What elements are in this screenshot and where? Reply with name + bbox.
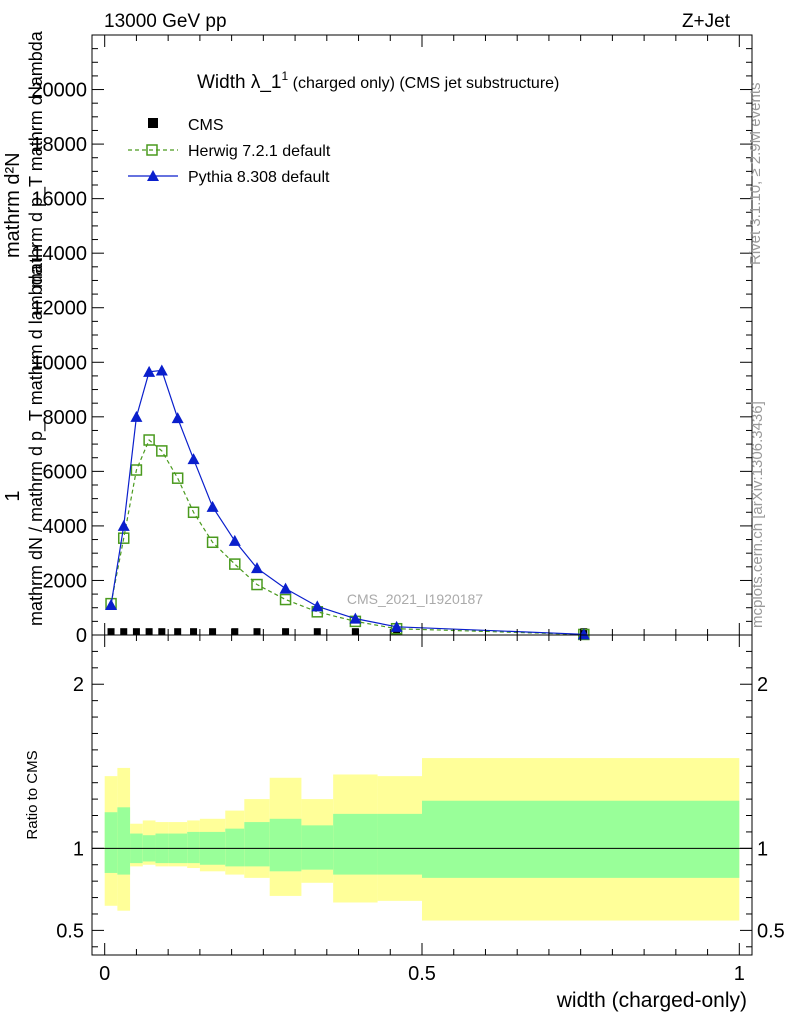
y-label-part-2: mathrm dN / mathrm d p_T mathrm d lambda xyxy=(26,264,47,626)
herwig-data-point xyxy=(229,558,241,570)
cms-data-point xyxy=(313,628,321,636)
y-tick-label: 10000 xyxy=(31,352,87,374)
side-label-rivet: Rivet 3.1.10, ≥ 2.9M events xyxy=(747,83,764,266)
pythia-data-point xyxy=(155,364,168,376)
y-tick-label: 14000 xyxy=(31,243,87,265)
legend-pythia-label: Pythia 8.308 default xyxy=(188,169,330,186)
chart-title-rest: (charged only) (CMS jet substructure) xyxy=(288,75,559,92)
ratio-green-band-bin xyxy=(104,812,118,873)
chart-title-sup: 1 xyxy=(281,69,288,83)
ratio-panel: 0 0.5 1 0.5 0.5 1 1 2 2 xyxy=(56,634,785,985)
cms-data-point xyxy=(120,628,128,636)
ratio-y-tick-label: 2 xyxy=(73,674,84,696)
chart-title-main: Width λ_1 xyxy=(197,72,281,93)
pythia-data-point xyxy=(390,620,403,632)
cms-data-point xyxy=(190,628,198,636)
cms-data-point xyxy=(253,628,261,636)
ratio-green-band-bin xyxy=(225,828,245,867)
pythia-data-point xyxy=(228,534,241,546)
pythia-data-point xyxy=(206,500,219,512)
herwig-data-point xyxy=(117,532,130,544)
legend-cms-marker xyxy=(148,118,158,128)
herwig-data-point xyxy=(206,536,219,549)
herwig-data-point xyxy=(130,464,143,476)
ratio-green-band-bin xyxy=(117,807,131,875)
y-tick-label: 2000 xyxy=(43,570,88,592)
pythia-data-point xyxy=(171,412,184,424)
cms-data-point xyxy=(107,628,115,636)
herwig-data-point xyxy=(156,445,168,457)
ratio-green-band-bin xyxy=(377,813,422,875)
pythia-data-point xyxy=(143,365,156,377)
x-axis-label: width (charged-only) xyxy=(556,989,747,1012)
ratio-green-band-bin xyxy=(422,800,740,878)
herwig-series-line xyxy=(110,439,584,636)
herwig-data-point xyxy=(171,472,184,484)
legend-herwig-marker xyxy=(146,144,158,156)
side-label-mcplots: mcplots.cern.ch [arXiv:1306.3436] xyxy=(749,401,766,628)
ratio-green-band-bin xyxy=(187,831,200,864)
y-label-part-3: mathrm d²N xyxy=(2,152,24,258)
legend: CMS Herwig 7.2.1 default Pythia 8.308 de… xyxy=(128,117,331,186)
cms-data-point xyxy=(231,628,239,636)
y-label-part-4: mathrm d p_T mathrm d lambda xyxy=(26,30,47,288)
herwig-data-point xyxy=(279,593,292,606)
ratio-green-band-bin xyxy=(269,818,302,872)
header-left: 13000 GeV pp xyxy=(104,11,227,32)
pythia-data-point xyxy=(117,519,130,531)
pythia-data-point xyxy=(130,410,143,422)
x-tick-label: 0 xyxy=(99,963,110,985)
cms-data-point xyxy=(209,628,217,636)
y-axis-label-ratio: Ratio to CMS xyxy=(24,750,41,839)
cms-data-point xyxy=(158,628,166,636)
ratio-y-tick-label-right: 1 xyxy=(757,838,768,860)
header-right: Z+Jet xyxy=(682,11,731,32)
ratio-y-tick-label-right: 2 xyxy=(757,674,768,696)
y-tick-label: 16000 xyxy=(31,189,87,211)
herwig-data-point xyxy=(251,578,263,591)
cms-data-point xyxy=(145,628,153,636)
chart-title: Width λ_11 (charged only) (CMS jet subst… xyxy=(197,69,559,93)
pythia-data-point xyxy=(311,600,324,612)
ratio-y-tick-label: 0.5 xyxy=(56,920,84,942)
herwig-data-point xyxy=(143,434,155,446)
ratio-y-tick-label: 1 xyxy=(73,838,84,860)
herwig-data-point xyxy=(187,506,200,519)
pythia-data-point xyxy=(279,582,292,594)
y-tick-label: 12000 xyxy=(31,298,87,320)
cms-data-point xyxy=(174,628,182,636)
cms-data-point xyxy=(351,628,359,636)
cms-data-point xyxy=(282,628,290,636)
y-tick-label: 4000 xyxy=(43,516,88,538)
y-tick-label: 8000 xyxy=(43,407,88,429)
ratio-y-tick-label-right: 0.5 xyxy=(757,920,785,942)
watermark: CMS_2021_I1920187 xyxy=(347,591,483,607)
legend-pythia-marker xyxy=(147,170,159,181)
pythia-data-point xyxy=(251,562,263,574)
y-label-part-1: 1 xyxy=(2,490,24,501)
pythia-data-point xyxy=(187,453,200,465)
legend-herwig-label: Herwig 7.2.1 default xyxy=(188,143,331,160)
ratio-green-band-bin xyxy=(333,813,378,875)
y-tick-label: 20000 xyxy=(31,80,87,102)
ratio-green-band-bin xyxy=(244,822,270,867)
x-tick-label: 0.5 xyxy=(408,963,436,985)
main-panel: 0 2000 4000 6000 8000 10000 12000 14000 16000 180… xyxy=(31,34,753,647)
y-axis-label-top: 1 mathrm dN / mathrm d p_T mathrm d lamb… xyxy=(2,30,47,626)
y-tick-label: 18000 xyxy=(31,134,87,156)
pythia-data-point xyxy=(105,599,118,610)
legend-cms-label: CMS xyxy=(188,117,224,134)
ratio-green-band-bin xyxy=(301,825,334,870)
x-tick-label: 1 xyxy=(734,963,745,985)
y-tick-label: 0 xyxy=(76,625,87,647)
y-tick-label: 6000 xyxy=(43,461,88,483)
pythia-data-point xyxy=(349,612,362,624)
